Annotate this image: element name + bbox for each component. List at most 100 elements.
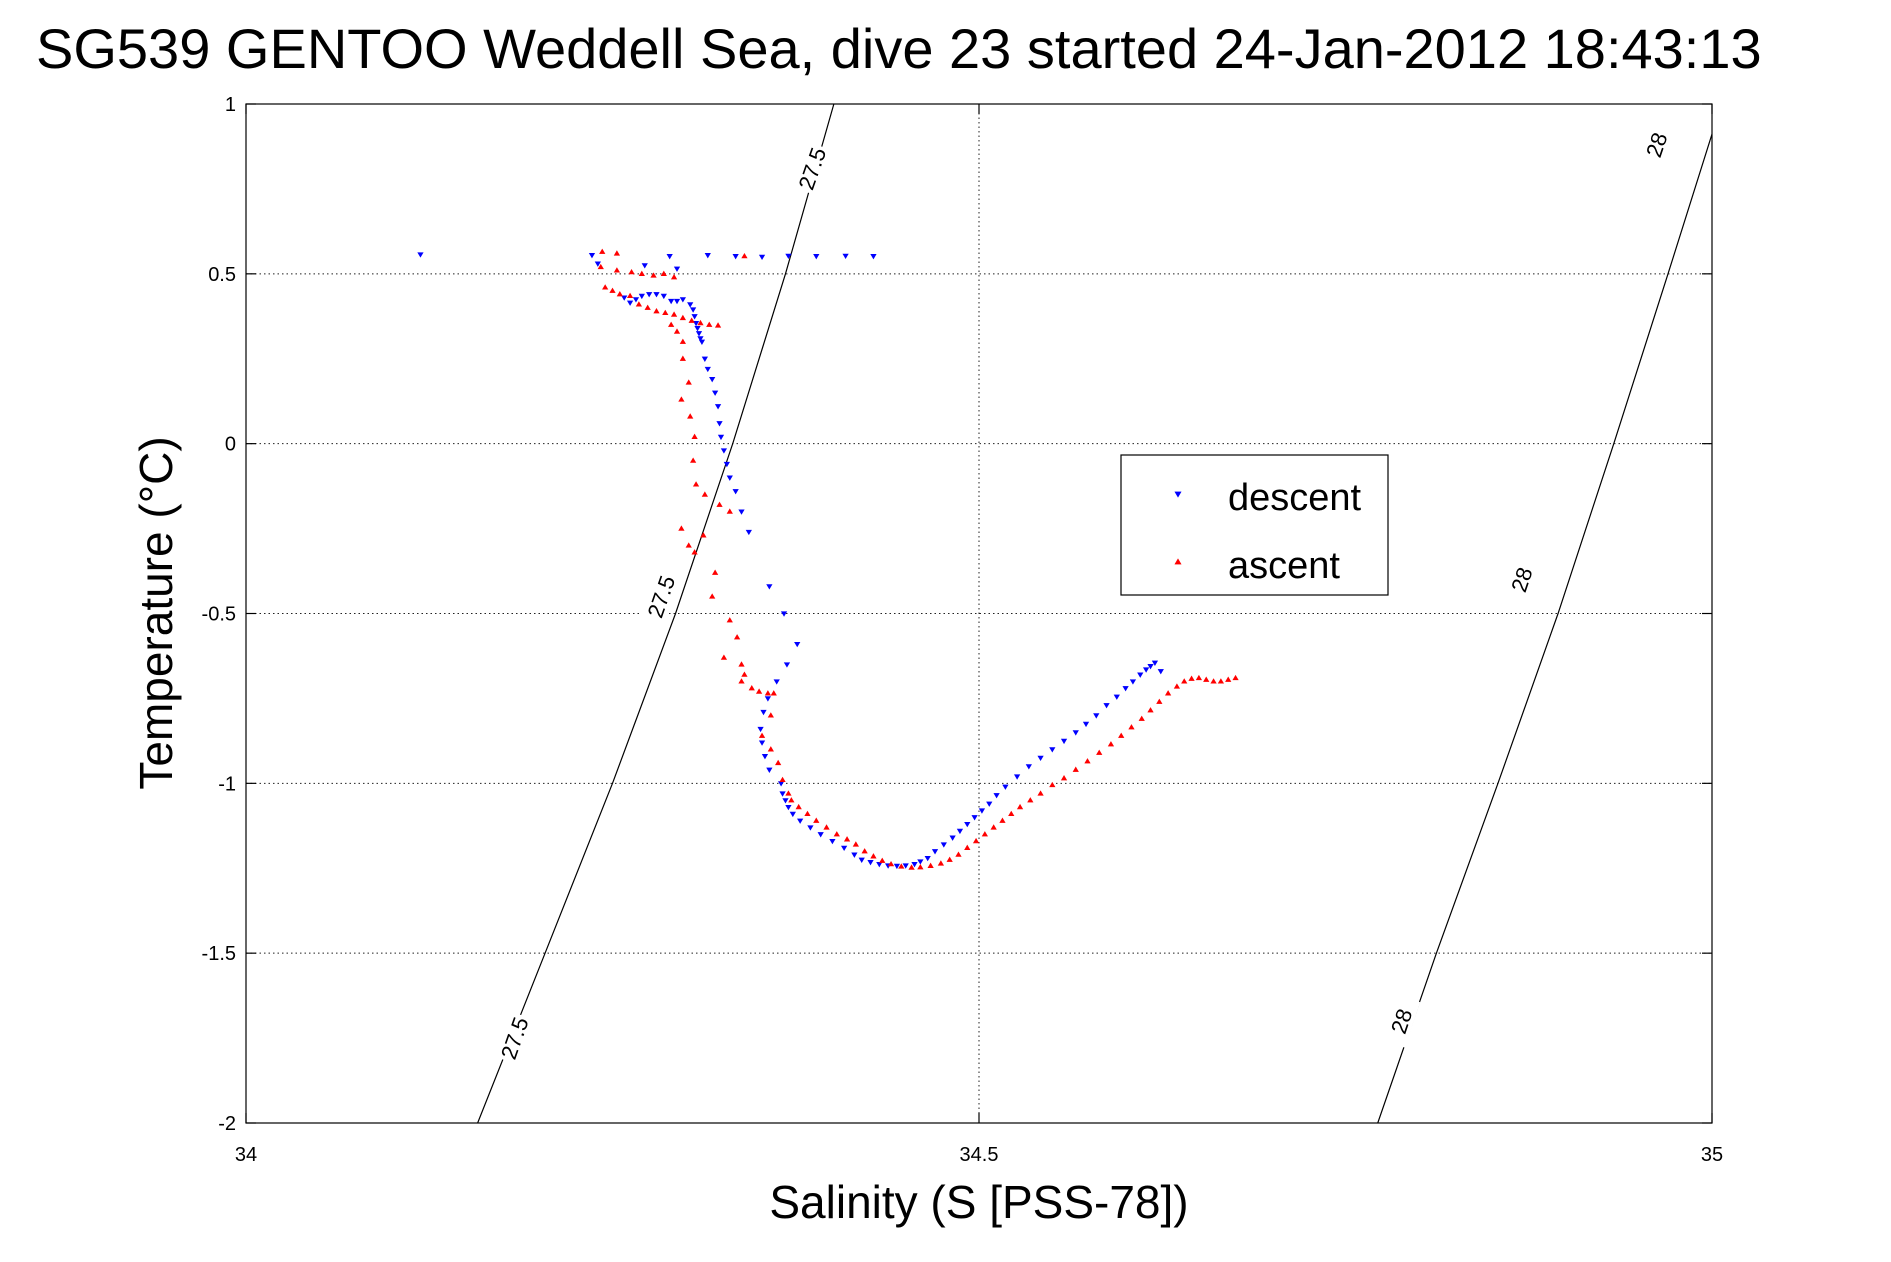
descent-point (660, 293, 667, 300)
descent-point (1002, 784, 1009, 790)
descent-point (779, 791, 786, 797)
descent-point (1037, 755, 1044, 762)
descent-point (697, 336, 704, 342)
ascent-point (609, 287, 616, 293)
ascent-point (795, 803, 802, 810)
descent-point (732, 489, 739, 495)
y-tick-label: -1 (218, 773, 236, 795)
descent-point (1142, 667, 1150, 673)
descent-point (817, 832, 824, 838)
ascent-point (690, 457, 697, 463)
descent-point (704, 366, 711, 373)
descent-point (673, 298, 681, 305)
descent-point (653, 292, 660, 298)
ascent-point (1084, 758, 1091, 764)
ascent-point (1210, 678, 1217, 684)
ascent-point (679, 338, 686, 344)
ascent-point (788, 797, 795, 803)
density-contour-label-bg (790, 141, 832, 196)
descent-point (417, 252, 424, 258)
ascent-point (613, 250, 621, 256)
ascent-point (990, 824, 997, 830)
y-tick-label: -1.5 (202, 943, 236, 965)
descent-point (761, 754, 769, 760)
descent-point (858, 857, 865, 863)
legend: descent ascent (1120, 454, 1389, 596)
ascent-point (709, 593, 716, 599)
ascent-point (597, 263, 604, 270)
ascent-point (785, 790, 792, 796)
ascent-point (741, 252, 748, 259)
descent-point (679, 297, 686, 303)
ascent-point (946, 856, 953, 862)
descent-point (732, 254, 739, 260)
ascent-point (755, 688, 763, 694)
ascent-point (908, 864, 915, 870)
descent-point (964, 821, 971, 828)
ascent-point (937, 860, 945, 866)
descent-point (893, 863, 901, 870)
descent-point (949, 835, 956, 841)
density-contour-label-bg (493, 1010, 534, 1065)
y-tick-label: 0 (225, 434, 236, 456)
ascent-point (635, 301, 643, 307)
chart-title: SG539 GENTOO Weddell Sea, dive 23 starte… (36, 17, 1762, 80)
ascent-point (1217, 678, 1225, 684)
descent-point (911, 862, 918, 868)
descent-point (870, 254, 877, 260)
descent-point (789, 811, 796, 818)
ascent-point (1016, 803, 1024, 810)
ascent-point (685, 379, 692, 385)
descent-point (646, 292, 653, 298)
legend-label-ascent: ascent (1228, 545, 1340, 587)
density-contour-label: 28 (1380, 993, 1421, 1048)
ascent-point (679, 355, 686, 361)
ascent-point (644, 304, 651, 310)
ascent-point (616, 291, 623, 297)
ascent-point (981, 831, 988, 837)
descent-point (757, 726, 764, 733)
ascent-point (1060, 775, 1068, 781)
ascent-point (1008, 810, 1015, 817)
ascent-point (628, 268, 635, 275)
descent-point (978, 808, 986, 814)
ascent-point (626, 292, 634, 299)
ascent-point (1147, 707, 1154, 713)
ascent-point (660, 270, 667, 276)
ascent-point (668, 321, 675, 327)
descent-point (723, 461, 730, 468)
descent-point (704, 253, 711, 259)
descent-point (1013, 774, 1021, 780)
descent-point (1157, 669, 1164, 675)
ascent-point (662, 309, 669, 316)
descent-point (841, 845, 848, 852)
ascent-point (861, 848, 868, 854)
descent-point (666, 254, 673, 260)
descent-point (626, 300, 634, 306)
ascent-point (688, 317, 695, 323)
ascent-point (650, 272, 657, 278)
descent-point (794, 641, 801, 648)
ascent-point (879, 857, 886, 863)
descent-point (758, 254, 766, 261)
ascent-point (1027, 797, 1034, 803)
ascent-point (741, 671, 748, 677)
ascent-point (613, 267, 621, 273)
descent-point (701, 356, 708, 362)
ascent-point (1072, 766, 1079, 772)
ascent-point (685, 542, 692, 548)
ascent-point (972, 837, 980, 844)
descent-point (876, 862, 883, 868)
descent-point (621, 295, 628, 301)
y-tick-label: 0.5 (208, 264, 236, 286)
descent-point (986, 801, 993, 807)
descent-point (1137, 672, 1144, 678)
descent-point (709, 377, 716, 383)
ascent-point (1128, 724, 1135, 730)
descent-point (720, 448, 728, 454)
ascent-point (887, 860, 895, 867)
ascent-point (700, 532, 707, 538)
descent-point (695, 331, 703, 337)
ascent-point (691, 433, 698, 439)
